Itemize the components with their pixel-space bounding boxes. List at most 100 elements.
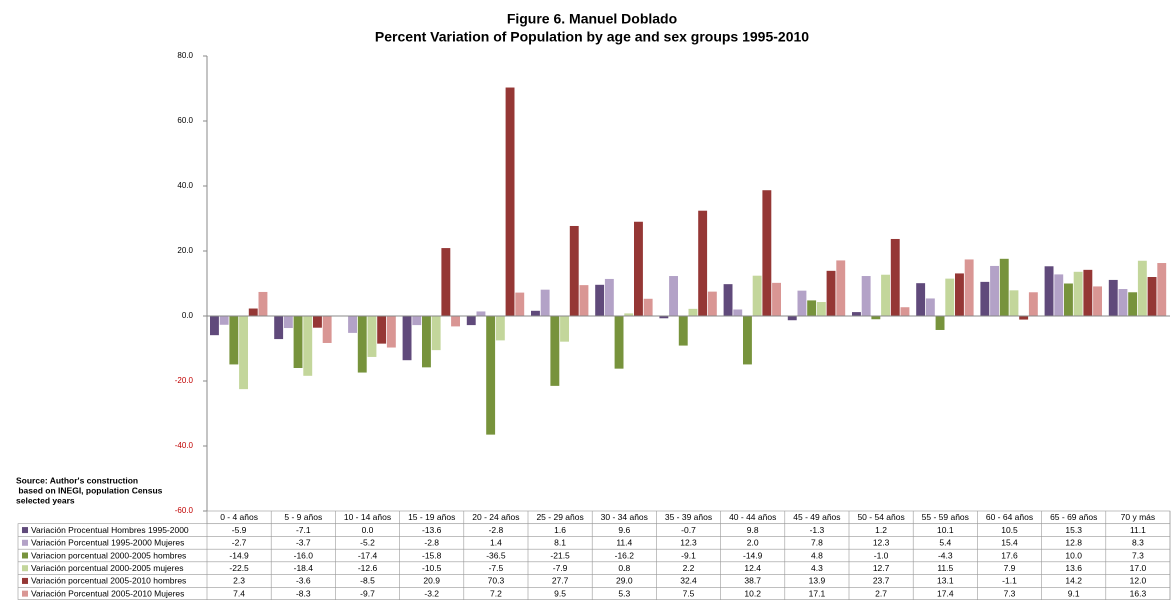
bar: [495, 316, 505, 341]
legend-label: Variación Porcentual 1995-2000 Mujeres: [31, 538, 184, 548]
bar: [386, 316, 396, 348]
data-label: 20.9: [423, 576, 440, 586]
data-label: -8.3: [296, 588, 311, 598]
data-label: 10.2: [744, 588, 761, 598]
data-label: 10.0: [1065, 550, 1082, 560]
data-label: -2.8: [424, 538, 439, 548]
bar: [322, 316, 332, 343]
bar: [900, 307, 910, 316]
bar: [579, 285, 589, 316]
data-label: -36.5: [486, 550, 506, 560]
bar: [248, 308, 258, 316]
data-label: 17.1: [809, 588, 826, 598]
data-label: -1.1: [1002, 576, 1017, 586]
data-label: -9.1: [681, 550, 696, 560]
data-label: 7.3: [1004, 588, 1016, 598]
data-label: 5.4: [939, 538, 951, 548]
bar: [678, 316, 688, 346]
source-note: Source: Author's construction: [16, 475, 138, 485]
x-tick-label: 15 - 19 años: [408, 512, 455, 522]
bar: [945, 278, 955, 316]
data-label: 9.6: [618, 525, 630, 535]
data-label: -12.6: [358, 563, 378, 573]
x-tick-label: 60 - 64 años: [986, 512, 1033, 522]
data-label: 7.4: [233, 588, 245, 598]
data-label: -7.9: [553, 563, 568, 573]
data-label: 7.9: [1004, 563, 1016, 573]
data-label: 2.0: [747, 538, 759, 548]
y-tick-label: 20.0: [177, 246, 193, 255]
bar: [595, 284, 605, 316]
data-label: -18.4: [294, 563, 314, 573]
data-label: 1.2: [875, 525, 887, 535]
data-label: 17.0: [1130, 563, 1147, 573]
chart-title: Figure 6. Manuel Doblado: [507, 11, 677, 27]
x-tick-label: 20 - 24 años: [472, 512, 519, 522]
bar: [1157, 263, 1167, 316]
bar: [852, 312, 861, 316]
bar: [614, 316, 624, 369]
bar: [980, 281, 990, 316]
data-label: 12.3: [680, 538, 697, 548]
data-label: -3.2: [424, 588, 439, 598]
x-tick-label: 65 - 69 años: [1050, 512, 1097, 522]
data-label: 5.3: [618, 588, 630, 598]
data-label: 0.0: [362, 525, 374, 535]
bar: [797, 290, 807, 316]
legend-swatch: [22, 590, 28, 597]
bar: [229, 316, 239, 365]
x-tick-label: 0 - 4 años: [220, 512, 258, 522]
bar: [274, 316, 284, 340]
bar: [283, 316, 293, 329]
bar: [476, 311, 486, 316]
bar: [624, 313, 634, 316]
bar: [540, 289, 550, 316]
data-label: 10.1: [937, 525, 954, 535]
data-label: 7.5: [683, 588, 695, 598]
legend-swatch: [22, 552, 28, 559]
bar: [890, 238, 900, 316]
data-label: 4.3: [811, 563, 823, 573]
data-label: -1.0: [874, 550, 889, 560]
chart-subtitle: Percent Variation of Population by age a…: [375, 29, 809, 45]
data-label: 9.5: [554, 588, 566, 598]
bar: [861, 276, 871, 316]
legend-label: Variación Porcentual 2005-2010 Mujeres: [31, 588, 184, 598]
y-tick-label: -60.0: [175, 506, 194, 515]
data-label: -10.5: [422, 563, 442, 573]
bar: [990, 265, 999, 316]
bar: [604, 278, 614, 316]
x-tick-label: 70 y más: [1121, 512, 1156, 522]
bar: [925, 298, 935, 316]
legend-swatch: [22, 565, 28, 572]
bar: [219, 316, 229, 325]
bar: [634, 221, 643, 316]
data-label: -4.3: [938, 550, 953, 560]
bar: [258, 291, 268, 316]
bar: [466, 316, 476, 326]
bar: [643, 298, 653, 316]
bar: [1073, 271, 1083, 316]
bar: [531, 310, 540, 316]
bar: [1019, 316, 1029, 320]
bar: [1064, 283, 1073, 316]
bar: [787, 316, 797, 321]
bar: [367, 316, 377, 357]
x-tick-label: 10 - 14 años: [344, 512, 391, 522]
data-label: -3.6: [296, 576, 311, 586]
bar: [659, 316, 669, 319]
data-label: 23.7: [873, 576, 890, 586]
data-label: -17.4: [358, 550, 378, 560]
bar: [431, 316, 441, 351]
legend-label: Variación Procentual Hombres 1995-2000: [31, 525, 189, 535]
x-tick-label: 55 - 59 años: [922, 512, 969, 522]
source-note: based on INEGI, population Census: [16, 485, 163, 495]
data-label: -7.5: [489, 563, 504, 573]
bar: [313, 316, 322, 328]
data-label: 70.3: [488, 576, 505, 586]
data-label: 27.7: [552, 576, 569, 586]
x-tick-label: 5 - 9 años: [284, 512, 322, 522]
bar: [441, 248, 451, 316]
bar: [669, 276, 678, 316]
y-tick-label: -40.0: [175, 441, 194, 450]
